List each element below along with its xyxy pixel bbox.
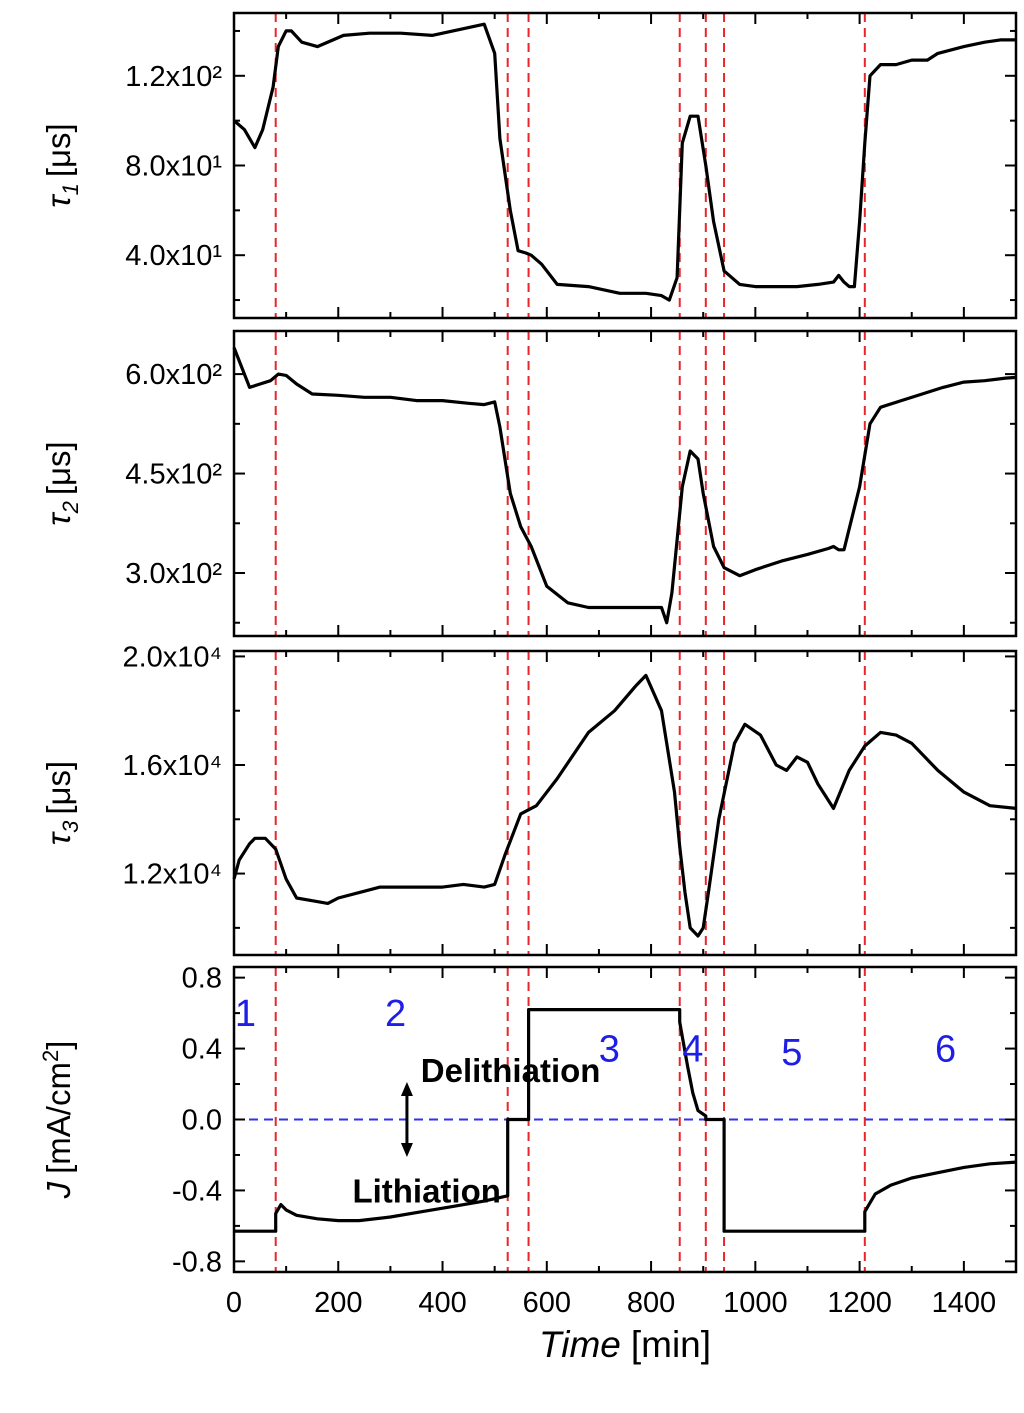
panel-J: -0.8-0.40.00.40.8J[mA/cm2]1 23 4 5 6Delithia…	[38, 963, 1018, 1278]
x-tick-label: 1200	[827, 1287, 892, 1319]
series-line-tau1	[232, 22, 1016, 302]
y-tick-label: 4.0x10¹	[125, 240, 222, 272]
y-axis-label: τ3 [μs]	[40, 761, 83, 845]
plot-frame	[232, 649, 1018, 957]
y-tick-label: 8.0x10¹	[125, 151, 222, 183]
region-label: 4	[682, 1029, 703, 1071]
panel-tau3: 1.2x10⁴ 1.6x10⁴ 2.0x10⁴ τ3 [μs]	[40, 641, 1018, 957]
region-label: 6	[935, 1029, 956, 1071]
x-label-italic: Time	[539, 1324, 621, 1365]
lithiation-label: Lithiation	[352, 1172, 500, 1209]
y-axis-label: J [mA/cm2]	[38, 1041, 77, 1200]
series-line-tau2	[232, 347, 1017, 625]
y-tick-label: -0.4	[172, 1175, 222, 1207]
region-label: 3	[599, 1029, 620, 1071]
y-tick-label: 1.2x10²	[125, 61, 222, 93]
region-label: 5	[781, 1032, 802, 1074]
arrow-down-head	[400, 1142, 413, 1157]
plot-frame	[232, 11, 1018, 320]
y-tick-label: 6.0x10²	[125, 359, 222, 391]
y-label-subscript: 1	[58, 183, 83, 195]
y-label-subscript: 3	[58, 820, 83, 833]
y-label-subscript: 2	[58, 501, 83, 514]
arrow-up-head	[400, 1082, 413, 1097]
plot-frame	[232, 329, 1018, 638]
y-label-symbol: τ	[40, 511, 77, 526]
y-tick-label: 1.2x10⁴	[122, 859, 222, 891]
y-axis-label: τ1 [μs]	[40, 123, 83, 207]
x-tick-label: 1400	[932, 1287, 997, 1319]
y-label-superscript: 2	[38, 1050, 63, 1062]
panel-tau2: 3.0x10² 4.5x10² 6.0x10² τ2 [μs]	[40, 329, 1018, 638]
y-tick-label: 0.0	[182, 1105, 222, 1137]
x-tick-label: 800	[627, 1287, 675, 1319]
region-label: 2	[385, 993, 406, 1035]
y-label-symbol: τ	[40, 830, 77, 845]
y-tick-label: 0.4	[182, 1034, 222, 1066]
delithiation-label: Delithiation	[421, 1052, 601, 1089]
series-line-J	[234, 1007, 1017, 1233]
x-tick-label: 200	[314, 1287, 362, 1319]
y-tick-label: 2.0x10⁴	[122, 641, 222, 673]
x-label-unit: [min]	[631, 1324, 711, 1365]
y-tick-label: -0.8	[172, 1246, 222, 1278]
x-tick-label: 400	[418, 1287, 466, 1319]
panel-tau1: 4.0x10¹ 8.0x10¹ 1.2x10² τ1 [μs]	[40, 11, 1018, 320]
y-label-close: ]	[40, 1041, 77, 1050]
x-axis-label: Time [min]	[539, 1324, 711, 1365]
y-label-unit: [μs]	[40, 441, 77, 495]
region-label: 1	[235, 993, 256, 1035]
series-line-tau3	[232, 673, 1017, 938]
y-label-symbol: τ	[40, 193, 77, 208]
x-tick-label: 0	[226, 1287, 242, 1319]
y-label-unit: [mA/cm	[40, 1062, 77, 1174]
y-tick-label: 0.8	[182, 963, 222, 995]
y-label-symbol: J	[40, 1181, 77, 1199]
y-axis-label: τ2 [μs]	[40, 441, 83, 525]
y-tick-label: 3.0x10²	[125, 558, 222, 590]
y-tick-label: 1.6x10⁴	[122, 750, 222, 782]
x-tick-label: 600	[523, 1287, 571, 1319]
y-label-unit: [μs]	[40, 761, 77, 815]
x-tick-label: 1000	[723, 1287, 788, 1319]
y-label-unit: [μs]	[40, 123, 77, 177]
y-tick-label: 4.5x10²	[125, 459, 222, 491]
